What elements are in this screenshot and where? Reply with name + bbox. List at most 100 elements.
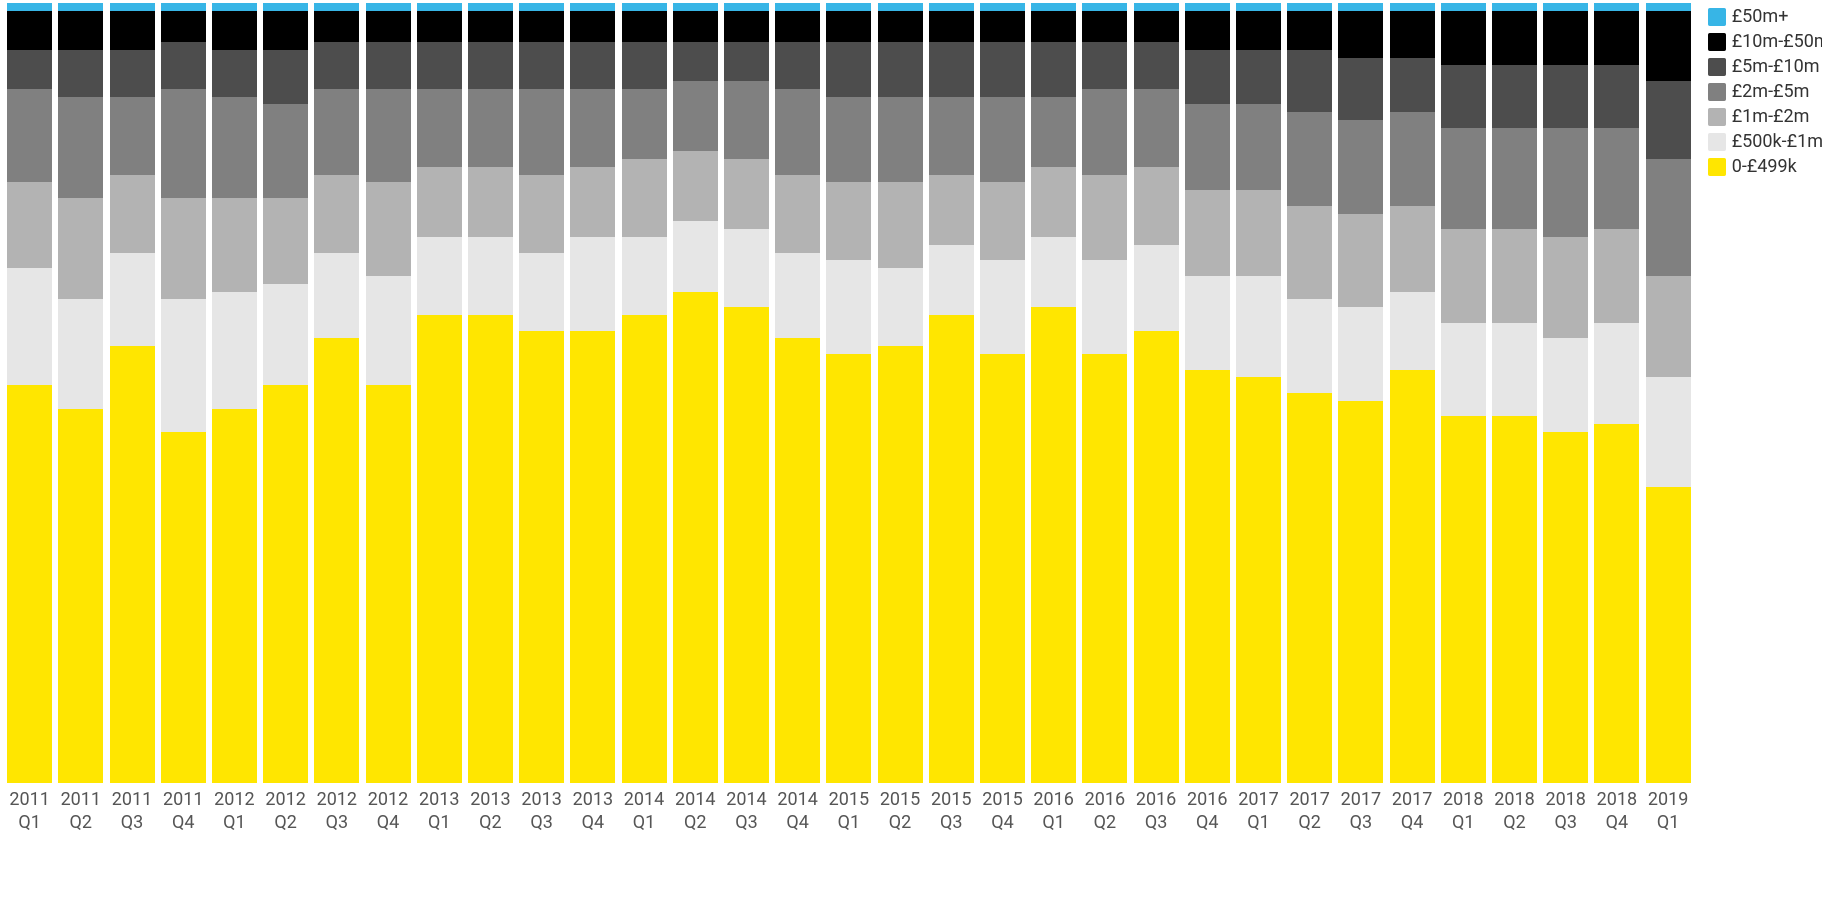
bar-segment-500k_1m xyxy=(1492,323,1537,417)
bar-column xyxy=(721,3,772,783)
bar-segment-5m_10m xyxy=(1646,81,1691,159)
stacked-bar xyxy=(1031,3,1076,783)
x-axis-label: 2011Q2 xyxy=(55,783,106,834)
bar-segment-2m_5m xyxy=(878,97,923,183)
x-axis-label: 2014Q2 xyxy=(670,783,721,834)
bar-segment-10m_50m xyxy=(775,11,820,42)
bar-segment-2m_5m xyxy=(929,97,974,175)
bar-segment-1m_2m xyxy=(826,182,871,260)
bar-segment-0_499k xyxy=(1492,416,1537,783)
bar-column xyxy=(260,3,311,783)
bar-column xyxy=(874,3,925,783)
bar-segment-50m_plus xyxy=(1543,3,1588,11)
bar-column xyxy=(1182,3,1233,783)
legend-item: 0-£499k xyxy=(1708,156,1822,177)
bar-column xyxy=(1438,3,1489,783)
bar-segment-2m_5m xyxy=(724,81,769,159)
x-axis-label: 2014Q4 xyxy=(772,783,823,834)
bar-column xyxy=(1284,3,1335,783)
stacked-bar xyxy=(417,3,462,783)
bar-segment-10m_50m xyxy=(417,11,462,42)
bar-column xyxy=(414,3,465,783)
bar-segment-10m_50m xyxy=(110,11,155,50)
bar-segment-0_499k xyxy=(1338,401,1383,783)
bar-column xyxy=(823,3,874,783)
bar-segment-10m_50m xyxy=(212,11,257,50)
bar-segment-0_499k xyxy=(622,315,667,783)
x-axis-label: 2018Q4 xyxy=(1591,783,1642,834)
x-axis-label: 2017Q4 xyxy=(1386,783,1437,834)
bar-segment-1m_2m xyxy=(468,167,513,237)
stacked-bar xyxy=(878,3,923,783)
legend-label: £50m+ xyxy=(1732,6,1789,27)
bar-segment-50m_plus xyxy=(929,3,974,11)
stacked-bar xyxy=(1338,3,1383,783)
legend-swatch xyxy=(1708,158,1726,176)
bar-segment-5m_10m xyxy=(417,42,462,89)
bar-segment-1m_2m xyxy=(1441,229,1486,323)
x-axis-label: 2014Q3 xyxy=(721,783,772,834)
stacked-bar xyxy=(570,3,615,783)
bar-segment-5m_10m xyxy=(58,50,103,97)
bar-segment-0_499k xyxy=(929,315,974,783)
stacked-bar xyxy=(1287,3,1332,783)
bar-segment-10m_50m xyxy=(519,11,564,42)
bar-segment-1m_2m xyxy=(314,175,359,253)
bar-segment-2m_5m xyxy=(519,89,564,175)
x-axis-label: 2017Q2 xyxy=(1284,783,1335,834)
bar-segment-50m_plus xyxy=(1594,3,1639,11)
bar-segment-1m_2m xyxy=(878,182,923,268)
bar-segment-10m_50m xyxy=(1543,11,1588,66)
x-axis-label: 2015Q1 xyxy=(823,783,874,834)
x-axis-label: 2013Q3 xyxy=(516,783,567,834)
x-axis-label: 2016Q4 xyxy=(1182,783,1233,834)
bar-segment-2m_5m xyxy=(826,97,871,183)
bar-segment-1m_2m xyxy=(1492,229,1537,323)
bar-segment-50m_plus xyxy=(1082,3,1127,11)
bar-segment-1m_2m xyxy=(1338,214,1383,308)
bar-segment-0_499k xyxy=(1082,354,1127,783)
bar-segment-5m_10m xyxy=(519,42,564,89)
bar-segment-2m_5m xyxy=(263,104,308,198)
bar-segment-50m_plus xyxy=(622,3,667,11)
x-axis-label: 2018Q2 xyxy=(1489,783,1540,834)
bar-segment-10m_50m xyxy=(314,11,359,42)
x-axis-label: 2019Q1 xyxy=(1643,783,1694,834)
bar-segment-5m_10m xyxy=(314,42,359,89)
bar-segment-50m_plus xyxy=(519,3,564,11)
bar-segment-5m_10m xyxy=(724,42,769,81)
bar-segment-50m_plus xyxy=(110,3,155,11)
bar-segment-500k_1m xyxy=(1646,377,1691,486)
bar-segment-5m_10m xyxy=(1338,58,1383,120)
x-axis-label: 2018Q3 xyxy=(1540,783,1591,834)
bar-segment-10m_50m xyxy=(1492,11,1537,66)
bar-segment-10m_50m xyxy=(1338,11,1383,58)
bar-segment-1m_2m xyxy=(775,175,820,253)
legend-item: £1m-£2m xyxy=(1708,106,1822,127)
stacked-bar xyxy=(1082,3,1127,783)
bar-segment-10m_50m xyxy=(929,11,974,42)
bar-segment-0_499k xyxy=(263,385,308,783)
bar-segment-1m_2m xyxy=(212,198,257,292)
bar-segment-50m_plus xyxy=(1185,3,1230,11)
bar-segment-50m_plus xyxy=(366,3,411,11)
bar-segment-5m_10m xyxy=(1185,50,1230,105)
stacked-bar xyxy=(58,3,103,783)
stacked-bar xyxy=(468,3,513,783)
legend-item: £500k-£1m xyxy=(1708,131,1822,152)
bar-segment-500k_1m xyxy=(110,253,155,347)
bar-column xyxy=(106,3,157,783)
bar-segment-0_499k xyxy=(519,331,564,783)
bar-segment-2m_5m xyxy=(673,81,718,151)
bar-segment-500k_1m xyxy=(775,253,820,339)
bar-segment-10m_50m xyxy=(1082,11,1127,42)
x-axis-label: 2012Q3 xyxy=(311,783,362,834)
bar-column xyxy=(1643,3,1694,783)
bar-segment-500k_1m xyxy=(1236,276,1281,377)
bar-segment-2m_5m xyxy=(1543,128,1588,237)
bar-segment-10m_50m xyxy=(7,11,52,50)
x-axis-label: 2018Q1 xyxy=(1438,783,1489,834)
bar-segment-5m_10m xyxy=(1594,65,1639,127)
bar-segment-2m_5m xyxy=(58,97,103,198)
bar-segment-10m_50m xyxy=(1236,11,1281,50)
